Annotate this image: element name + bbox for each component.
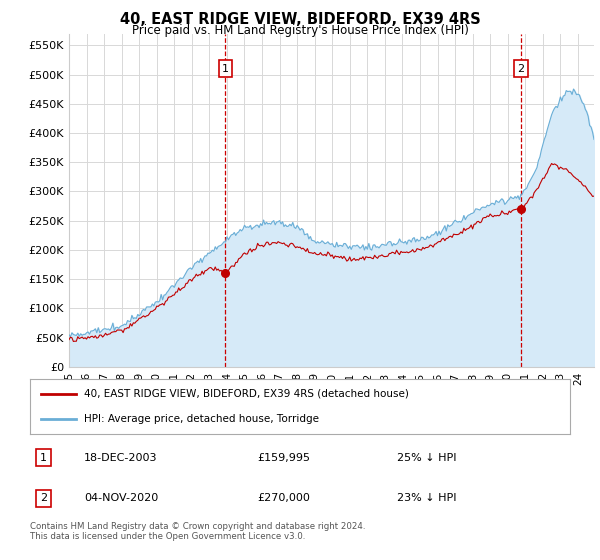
Text: 40, EAST RIDGE VIEW, BIDEFORD, EX39 4RS (detached house): 40, EAST RIDGE VIEW, BIDEFORD, EX39 4RS … bbox=[84, 389, 409, 399]
Text: 25% ↓ HPI: 25% ↓ HPI bbox=[397, 452, 457, 463]
Text: 2: 2 bbox=[517, 64, 524, 73]
Text: 2: 2 bbox=[40, 493, 47, 503]
Text: 40, EAST RIDGE VIEW, BIDEFORD, EX39 4RS: 40, EAST RIDGE VIEW, BIDEFORD, EX39 4RS bbox=[119, 12, 481, 27]
Text: HPI: Average price, detached house, Torridge: HPI: Average price, detached house, Torr… bbox=[84, 414, 319, 424]
Text: £270,000: £270,000 bbox=[257, 493, 310, 503]
Text: 18-DEC-2003: 18-DEC-2003 bbox=[84, 452, 157, 463]
Text: £159,995: £159,995 bbox=[257, 452, 310, 463]
Text: Contains HM Land Registry data © Crown copyright and database right 2024.
This d: Contains HM Land Registry data © Crown c… bbox=[30, 522, 365, 542]
Text: 04-NOV-2020: 04-NOV-2020 bbox=[84, 493, 158, 503]
Text: Price paid vs. HM Land Registry's House Price Index (HPI): Price paid vs. HM Land Registry's House … bbox=[131, 24, 469, 37]
Text: 23% ↓ HPI: 23% ↓ HPI bbox=[397, 493, 457, 503]
Text: 1: 1 bbox=[40, 452, 47, 463]
Text: 1: 1 bbox=[222, 64, 229, 73]
